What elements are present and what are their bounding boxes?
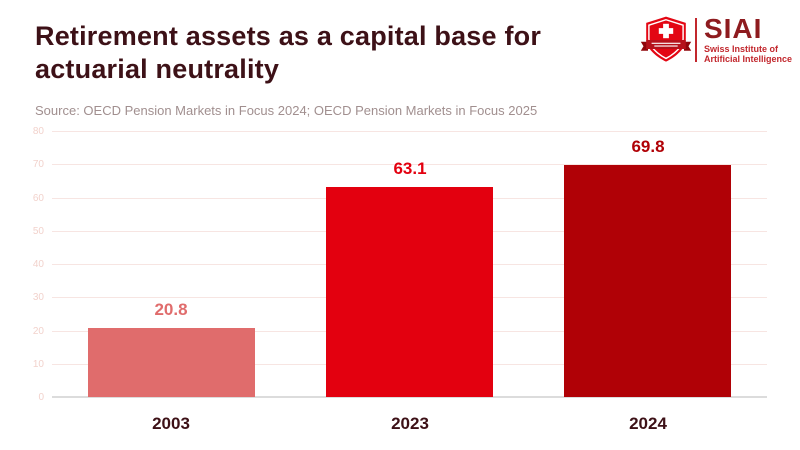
y-tick-label-30: 30 (32, 292, 44, 304)
y-tick-label-80: 80 (32, 126, 44, 137)
source-note: Source: OECD Pension Markets in Focus 20… (35, 103, 538, 118)
y-tick-label-70: 70 (32, 159, 44, 171)
y-tick-label-50: 50 (32, 225, 44, 237)
y-tick-label-0: 0 (38, 392, 44, 403)
gridline-y80 (52, 131, 767, 132)
siai-tagline-line2: Artificial Intelligence (703, 54, 792, 64)
x-tick-label-2024: 2024 (629, 414, 667, 433)
y-tick-label-10: 10 (32, 358, 44, 370)
swiss-shield-icon (639, 13, 693, 67)
logo-divider (694, 18, 697, 62)
bar-value-label-2023: 63.1 (393, 159, 427, 178)
y-tick-label-20: 20 (32, 325, 44, 337)
siai-tagline: Swiss Institute of Artificial Intelligen… (704, 44, 792, 64)
logo-text: SIAI Swiss Institute of Artificial Intel… (703, 13, 792, 65)
x-tick-label-2023: 2023 (391, 414, 429, 433)
bar-value-label-2003: 20.8 (154, 300, 188, 319)
gridline-y70 (52, 164, 767, 166)
siai-tagline-line1: Swiss Institute of (703, 44, 778, 54)
x-tick-label-2003: 2003 (152, 414, 190, 433)
bar-2024 (564, 165, 731, 397)
x-axis-line (52, 396, 767, 398)
plot-area: 20.8 63.1 69.8 (52, 131, 767, 398)
siai-logo: SIAI Swiss Institute of Artificial Intel… (639, 13, 792, 67)
y-tick-label-60: 60 (32, 192, 44, 204)
bar-2003 (88, 328, 255, 397)
bar-chart: 20.8 63.1 69.8 0 10 20 30 40 50 60 70 80 2003 2023 20… (0, 126, 800, 441)
bar-value-label-2024: 69.8 (631, 137, 665, 156)
page-title: Retirement assets as a capital base for … (35, 21, 542, 84)
bar-2023 (326, 187, 493, 397)
siai-wordmark: SIAI (703, 13, 763, 44)
y-tick-label-40: 40 (32, 259, 44, 270)
